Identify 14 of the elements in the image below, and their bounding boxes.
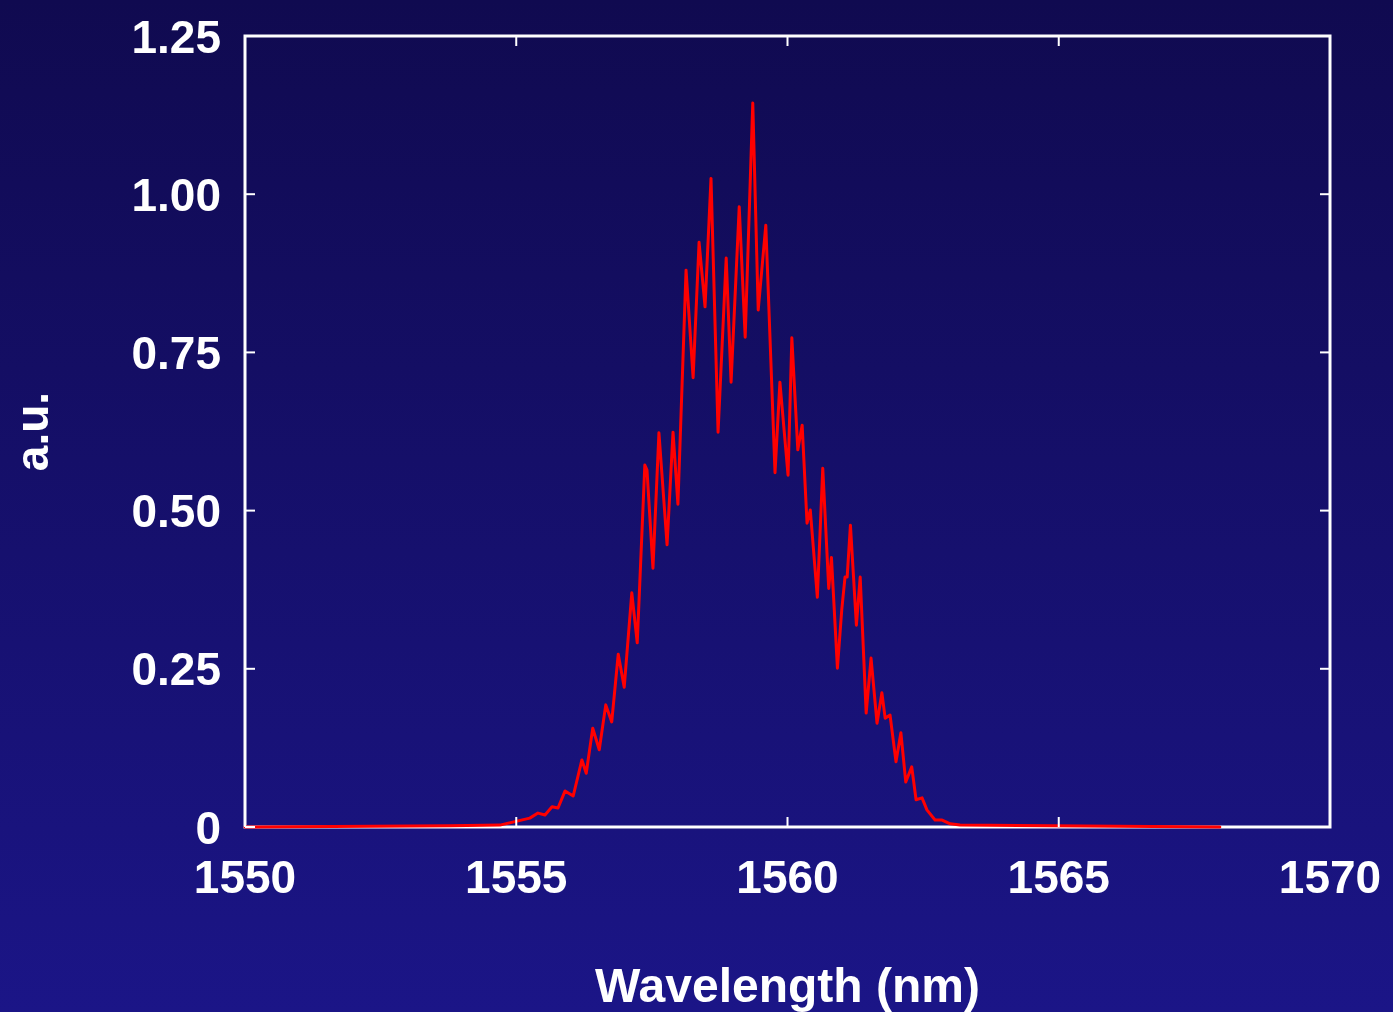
y-axis-title: a.u. xyxy=(6,391,58,472)
y-tick-label: 1.00 xyxy=(131,168,221,221)
x-tick-label: 1550 xyxy=(193,851,297,903)
x-tick-label: 1570 xyxy=(1278,851,1382,903)
x-axis-title: Wavelength (nm) xyxy=(595,959,980,1012)
y-tick-label: 0 xyxy=(195,801,221,854)
x-tick-label: 1565 xyxy=(1007,851,1110,903)
y-tick-label: 0.25 xyxy=(131,643,221,696)
y-tick-label: 0.75 xyxy=(131,326,221,379)
line-series xyxy=(243,101,1222,829)
y-tick-label: 1.25 xyxy=(131,10,221,63)
y-tick-label: 0.50 xyxy=(131,485,221,538)
x-tick-label: 1560 xyxy=(736,851,839,903)
x-tick-label: 1555 xyxy=(465,851,568,903)
